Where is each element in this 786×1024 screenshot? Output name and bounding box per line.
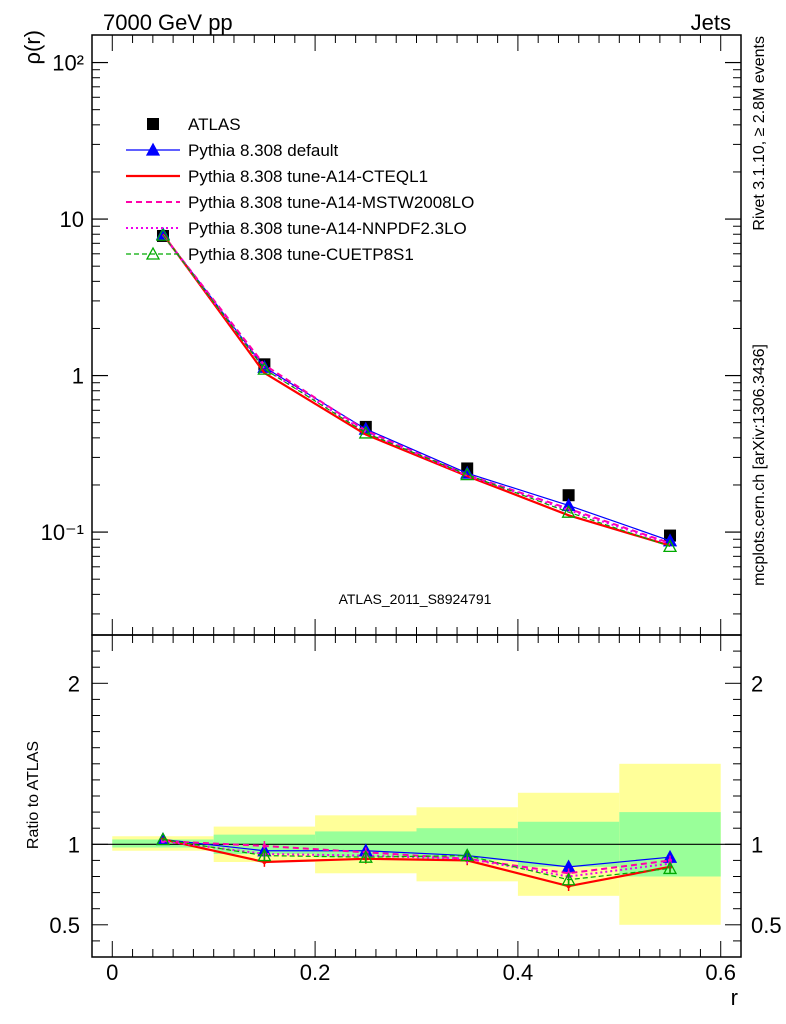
ratio-series-line — [162, 838, 671, 868]
legend-label: Pythia 8.308 tune-A14-NNPDF2.3LO — [188, 219, 467, 238]
ratio-series-marker — [358, 849, 373, 863]
legend-label: Pythia 8.308 tune-A14-CTEQL1 — [188, 167, 428, 186]
ratio-panel: 0.5 0.5 1 1 2 2 0 0.2 0.4 0.6 — [49, 634, 782, 985]
rivet-label: Rivet 3.1.10, ≥ 2.8M events — [751, 36, 768, 231]
main-series-line — [162, 234, 671, 545]
ratio-series-line — [162, 838, 671, 881]
main-series-marker — [155, 227, 171, 241]
legend-label: Pythia 8.308 tune-A14-MSTW2008LO — [188, 193, 474, 212]
xtick-label: 0.2 — [300, 960, 331, 985]
ratio-ytick-label: 1 — [68, 832, 80, 857]
main-series-line — [162, 234, 671, 547]
main-ytick-label: 10⁻¹ — [41, 520, 84, 545]
main-ylabel: ρ(r) — [20, 30, 45, 65]
ratio-series-marker — [262, 843, 267, 848]
main-series-marker — [662, 539, 678, 553]
ratio-ytick-label-right: 2 — [751, 671, 763, 696]
mcplots-label: mcplots.cern.ch [arXiv:1306.3436] — [751, 344, 768, 586]
ratio-series-marker — [155, 832, 171, 846]
main-series-marker — [257, 361, 272, 375]
main-series-line — [162, 233, 671, 547]
main-series-marker — [561, 504, 576, 518]
ratio-ytick-label-right: 1 — [751, 832, 763, 857]
xtick-label: 0 — [106, 960, 118, 985]
legend-marker-atlas — [147, 118, 159, 130]
xtick-label: 0.4 — [503, 960, 534, 985]
ratio-series-line — [162, 840, 671, 878]
ratio-series-marker — [662, 861, 678, 875]
legend-label: Pythia 8.308 tune-CUETP8S1 — [188, 245, 414, 264]
legend: ATLAS Pythia 8.308 default Pythia 8.308 tu… — [126, 115, 474, 264]
main-series-line — [162, 234, 671, 545]
ratio-series-marker — [460, 848, 475, 862]
main-ytick-label: 1 — [72, 364, 84, 389]
main-series-marker — [358, 425, 373, 439]
legend-marker — [145, 246, 161, 260]
main-ytick-label: 10 — [60, 207, 84, 232]
ratio-series-marker — [257, 848, 272, 862]
ratio-ytick-label: 2 — [68, 671, 80, 696]
atlas-data-point — [562, 489, 575, 502]
main-series-line — [162, 233, 671, 542]
ratio-ytick-label-right: 0.5 — [751, 913, 782, 938]
legend-marker — [145, 142, 161, 156]
ratio-series-marker — [561, 872, 576, 886]
legend-label: ATLAS — [188, 115, 241, 134]
analysis-id: ATLAS_2011_S8924791 — [339, 591, 492, 607]
xtick-label: 0.6 — [705, 960, 736, 985]
ratio-series-line — [162, 838, 671, 888]
xaxis-label: r — [731, 985, 738, 1010]
header-left: 7000 GeV pp — [103, 10, 233, 35]
ratio-series-line — [162, 840, 671, 875]
legend-label: Pythia 8.308 default — [188, 141, 339, 160]
main-ytick-label: 10² — [52, 51, 84, 76]
main-series-marker — [460, 467, 475, 481]
ratio-ytick-label: 0.5 — [49, 913, 80, 938]
main-panel: 10⁻¹ 1 10 10² — [41, 34, 742, 636]
header-right: Jets — [691, 10, 731, 35]
ratio-ylabel: Ratio to ATLAS — [25, 741, 42, 849]
